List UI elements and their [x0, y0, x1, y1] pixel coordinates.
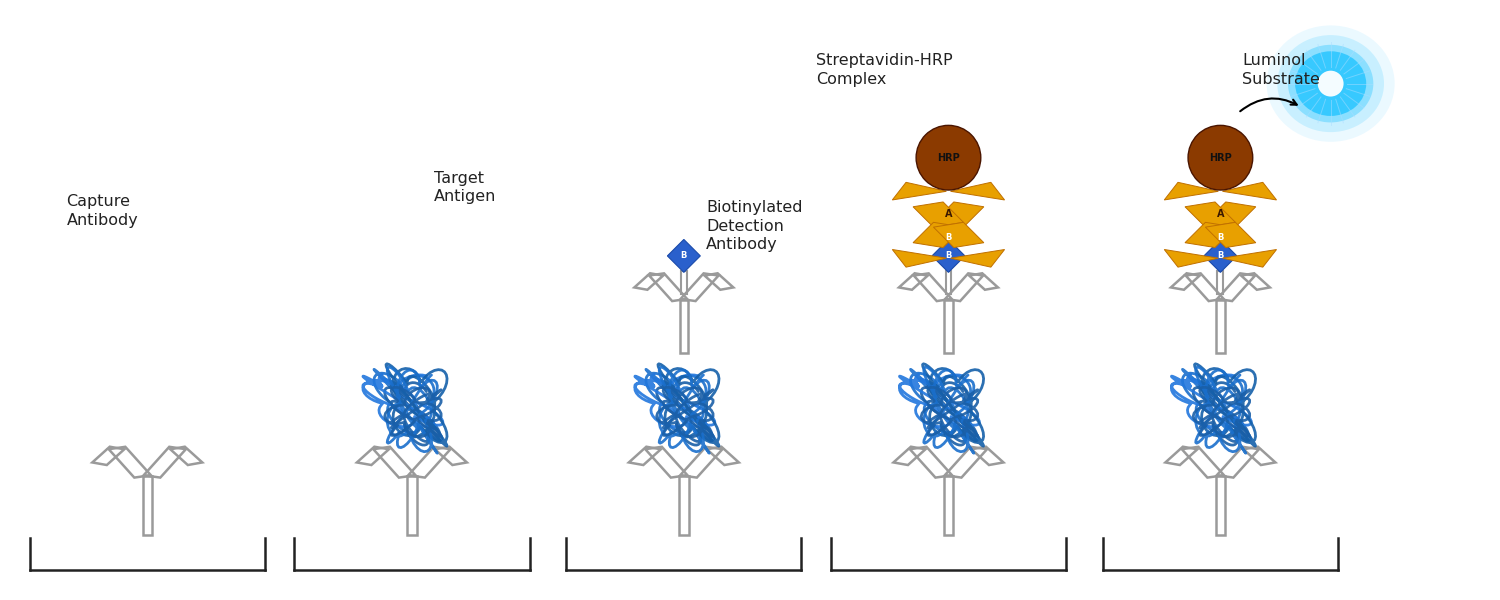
- Text: HRP: HRP: [1209, 153, 1231, 163]
- Polygon shape: [668, 239, 700, 272]
- Polygon shape: [914, 202, 963, 227]
- Polygon shape: [933, 202, 984, 227]
- Polygon shape: [1164, 182, 1218, 200]
- Text: Luminol
Substrate: Luminol Substrate: [1242, 53, 1320, 86]
- Text: B: B: [1216, 233, 1224, 242]
- Ellipse shape: [1188, 125, 1252, 190]
- Text: Streptavidin-HRP
Complex: Streptavidin-HRP Complex: [816, 53, 952, 86]
- Polygon shape: [1206, 223, 1255, 248]
- Polygon shape: [914, 223, 963, 248]
- Polygon shape: [951, 250, 1005, 267]
- Text: A: A: [1216, 209, 1224, 220]
- Polygon shape: [892, 250, 946, 267]
- Text: B: B: [945, 251, 951, 260]
- Polygon shape: [1206, 202, 1255, 227]
- Polygon shape: [1204, 239, 1237, 272]
- Text: B: B: [681, 251, 687, 260]
- Text: Biotinylated
Detection
Antibody: Biotinylated Detection Antibody: [706, 200, 803, 252]
- Polygon shape: [1222, 250, 1276, 267]
- Text: B: B: [945, 233, 951, 242]
- Ellipse shape: [1317, 71, 1344, 97]
- Polygon shape: [892, 182, 946, 200]
- Text: B: B: [1216, 251, 1224, 260]
- Polygon shape: [933, 223, 984, 248]
- Text: A: A: [945, 209, 952, 220]
- Polygon shape: [1164, 250, 1218, 267]
- Polygon shape: [1222, 182, 1276, 200]
- Ellipse shape: [1288, 45, 1374, 122]
- Ellipse shape: [1266, 25, 1395, 142]
- Ellipse shape: [1278, 35, 1384, 132]
- Polygon shape: [951, 182, 1005, 200]
- Text: Capture
Antibody: Capture Antibody: [66, 194, 138, 228]
- Text: HRP: HRP: [938, 153, 960, 163]
- Polygon shape: [932, 239, 964, 272]
- Polygon shape: [1185, 223, 1236, 248]
- Ellipse shape: [1294, 51, 1366, 116]
- Text: Target
Antigen: Target Antigen: [433, 170, 496, 204]
- Polygon shape: [1185, 202, 1236, 227]
- Ellipse shape: [916, 125, 981, 190]
